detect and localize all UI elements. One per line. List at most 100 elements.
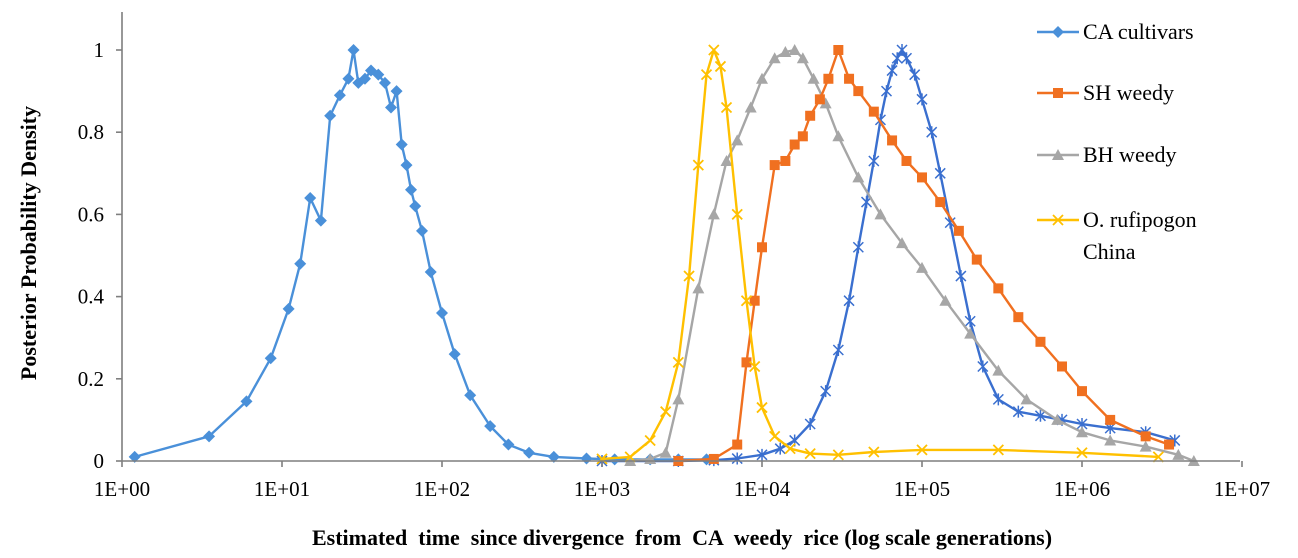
legend-label: O. rufipogon China [1083,207,1197,264]
data-point [964,315,976,328]
data-point [868,446,880,458]
data-point [1051,413,1064,425]
legend-item: SH weedy [1037,80,1174,105]
series-4 [596,44,1164,465]
data-point [720,101,733,114]
legend-item: BH weedy [1037,142,1176,167]
legend: CA cultivars SH weedy BH weedy O. rufipogon… [1037,19,1197,264]
data-point [977,360,989,373]
data-point [409,200,422,213]
data-point [390,85,403,98]
data-point [416,224,429,237]
data-point [964,327,977,339]
data-point [1020,393,1033,405]
data-point [804,418,816,431]
data-point [896,237,909,249]
legend-item: CA cultivars [1037,19,1194,44]
data-point [832,130,845,142]
x-tick-label: 1E+02 [414,477,470,501]
data-point [740,295,753,307]
legend-label: BH weedy [1083,142,1176,167]
data-point [347,44,360,56]
data-point [749,360,761,373]
data-point [484,420,497,433]
plot-area [128,44,1200,467]
data-point [789,139,800,150]
data-point [523,446,536,459]
x-tick-label: 1E+03 [574,477,630,501]
data-point [683,270,695,282]
data-point [769,160,780,171]
data-point [708,44,720,56]
data-point [953,225,964,236]
data-point [1013,312,1024,323]
data-point [128,450,141,463]
data-point [659,446,672,458]
data-point [400,159,413,172]
data-point [1077,386,1087,397]
data-point [935,197,946,208]
data-point [1035,336,1046,347]
data-point [1164,439,1175,450]
data-point [887,135,898,146]
data-point [378,76,391,89]
data-point [804,447,816,460]
data-point [324,109,337,122]
data-point [797,131,808,142]
data-point [852,171,865,183]
data-point [779,46,792,58]
data-point [820,385,832,398]
data-point [909,68,921,81]
data-point [843,294,855,307]
data-point [264,352,277,365]
data-point [916,261,928,273]
y-tick-label: 1 [94,38,105,62]
data-point [282,302,295,315]
data-point [714,60,727,73]
data-point [1140,431,1151,442]
data-point [1139,440,1152,452]
data-point [464,389,477,402]
legend-label: SH weedy [1083,80,1174,105]
data-point [720,154,733,166]
data-point [823,73,834,84]
data-point [1076,447,1088,459]
y-tick-label: 0 [94,449,105,473]
data-point [692,282,705,294]
data-point [304,191,317,204]
legend-item: O. rufipogon China [1037,207,1197,264]
data-point [756,401,768,414]
data-point [372,68,385,81]
data-point [502,438,515,451]
x-tick-label: 1E+07 [1214,477,1270,501]
data-point [707,208,720,220]
data-point [853,86,864,97]
data-point [992,364,1005,376]
data-point [358,72,371,85]
series-line [601,48,1159,461]
data-point [395,138,408,151]
data-point [934,167,946,180]
data-point [731,208,743,221]
legend-swatch-marker [1052,149,1064,160]
data-point [916,93,928,106]
data-point [732,439,743,450]
data-point [1172,448,1185,460]
data-point [814,94,825,105]
data-point [1012,405,1024,418]
data-point [404,183,417,196]
data-point [926,126,938,139]
legend-label: CA cultivars [1083,19,1194,44]
data-point [314,214,327,227]
x-tick-label: 1E+05 [894,477,950,501]
data-point [547,450,560,463]
data-point [868,106,879,117]
data-point [774,442,786,455]
data-point [1105,414,1116,425]
data-point [436,307,448,320]
data-point [805,110,816,121]
data-point [780,155,791,166]
data-point [741,357,752,368]
data-point [971,254,982,265]
